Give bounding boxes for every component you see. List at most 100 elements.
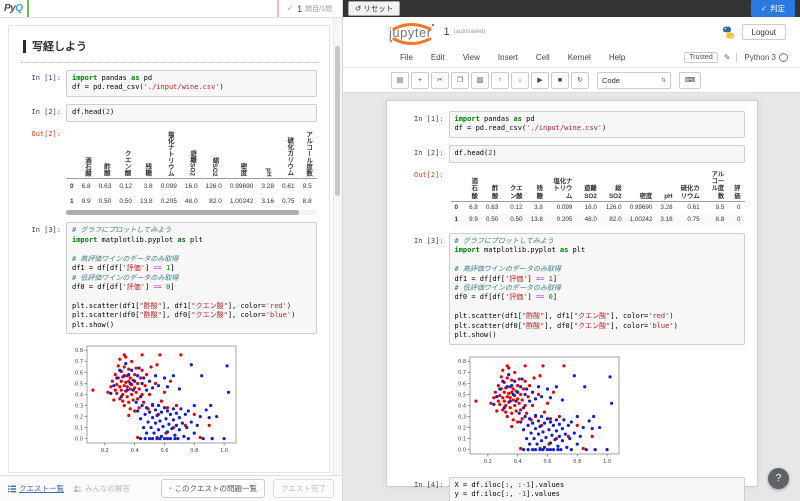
problem-list-button[interactable]: ▪ このクエストの問題一覧 [161, 479, 265, 498]
svg-text:0.6: 0.6 [458, 381, 466, 387]
everyones-answers-link[interactable]: みんなの解答 [73, 483, 130, 494]
plot-prompt-spacer [9, 341, 66, 459]
panel-scrollbar-thumb[interactable] [335, 46, 340, 196]
check-icon: ✓ [760, 4, 767, 13]
svg-text:0.6: 0.6 [543, 459, 551, 465]
table-row: 0 6.8 0.63 0.12 3.8 0.099 16.0 126.0 0.99690 3.28… [70, 183, 312, 191]
problem-list-label: このクエストの問題一覧 [174, 484, 258, 493]
svg-text:0.8: 0.8 [458, 359, 466, 365]
code-cell-3: # グラフにプロットしてみよう import matplotlib.pyplot … [66, 222, 317, 335]
pyq-logo[interactable]: PyQ [0, 3, 27, 14]
dataframe-output: 酒石酸 酢酸 クエン酸 残糖 塩化ナトリウム 遊離SO2 総SO2 密度 pH 硫化カリウム アルコ… [66, 128, 317, 216]
trusted-badge[interactable]: Trusted [684, 51, 718, 63]
notebook-title[interactable]: 1 [443, 26, 450, 38]
quest-topbar: PyQ ✓ 1 問目/1問 [0, 0, 342, 18]
jupyter-header: jupyter 1 (autosaved) Logout [343, 17, 800, 47]
dataframe: 酒石酸 酢酸 クエン酸 残糖 塩化ナトリウム 遊離SO2 総SO2 密度 pH 硫化カリウム アルコ… [450, 169, 745, 226]
list-icon [8, 485, 16, 492]
example-cell-2: In [2]: df.head(2) [9, 103, 317, 122]
table-row: 1 9.9 0.50 0.50 13.8 0.205 48.0 82.0 1.00242 3.16… [70, 198, 312, 206]
menu-view[interactable]: View [462, 52, 480, 62]
svg-text:0.4: 0.4 [458, 403, 466, 409]
svg-text:0.5: 0.5 [75, 381, 83, 387]
progress-indicator: ✓ 1 問目/1問 [279, 3, 342, 14]
save-icon[interactable]: ▤ [391, 71, 409, 89]
restart-kernel-icon[interactable]: ↻ [571, 71, 589, 89]
quest-complete-label: クエスト完了 [281, 484, 326, 493]
menu-kernel[interactable]: Kernel [567, 52, 591, 62]
menu-cell[interactable]: Cell [535, 52, 550, 62]
plot-prompt-spacer [387, 352, 449, 470]
bullet-icon: ▪ [169, 485, 172, 492]
svg-text:0.4: 0.4 [513, 459, 521, 465]
users-icon [73, 485, 82, 492]
scrollbar-thumb[interactable] [66, 210, 300, 216]
jupyter-menubar: File Edit View Insert Cell Kernel Help Trusted… [343, 47, 800, 68]
notebook-cell-4[interactable]: In [4]: X = df.iloc[:, :-1].values y = df… [387, 476, 745, 501]
pencil-icon: ✎ [723, 52, 731, 62]
reset-icon: ↺ [355, 4, 362, 13]
help-button[interactable]: ? [768, 468, 789, 489]
cut-cell-icon[interactable]: ✂ [431, 71, 449, 89]
exercise-topbar: ↺ リセット ✓ 判定 [343, 0, 800, 17]
copy-cell-icon[interactable]: ❐ [451, 71, 469, 89]
menu-insert[interactable]: Insert [497, 52, 518, 62]
menu-file[interactable]: File [400, 52, 413, 62]
footer-buttons: ▪ このクエストの問題一覧 クエスト完了 [161, 479, 334, 498]
svg-text:0.5: 0.5 [458, 392, 466, 398]
example-cell-3: In [3]: # グラフにプロットしてみよう import matplotlib… [9, 222, 317, 335]
check-icon: ✓ [286, 3, 295, 13]
example-plot-row: 0.2 0.4 0.6 0.8 1.0 0.0 0.1 0.2 0.3 0.4 0.5 0.6 0.7 0… [9, 341, 329, 459]
svg-text:0.8: 0.8 [573, 459, 581, 465]
svg-text:0.2: 0.2 [75, 415, 83, 421]
cell-type-select[interactable]: Code ⇅ [597, 71, 671, 89]
table-row: 0 6.8 0.63 0.12 3.8 0.099 16.0 126.0 0.99690 3.28… [454, 204, 741, 212]
reset-button[interactable]: ↺ リセット [348, 1, 401, 16]
pink-accent-divider [276, 0, 279, 17]
svg-text:0.4: 0.4 [75, 392, 83, 398]
code-cell-2[interactable]: df.head(2) [448, 144, 745, 163]
in1-prompt: In [1]: [413, 115, 444, 123]
code-cell-1[interactable]: import pandas as pd df = pd.read_csv('./i… [448, 111, 745, 138]
lesson-heading: 写経しよう [23, 38, 315, 54]
toolbar-buttons: ▤ + ✂ ❐ ▨ ↑ ↓ ▶ ■ ↻ [391, 71, 589, 89]
svg-text:0.1: 0.1 [75, 426, 83, 432]
scatter-plot: 0.2 0.4 0.6 0.8 1.0 0.0 0.1 0.2 0.3 0.4 0.5 0.6 0.7 0… [458, 356, 619, 465]
move-up-icon[interactable]: ↑ [491, 71, 509, 89]
code-cell-4[interactable]: X = df.iloc[:, :-1].values y = df.iloc[:,… [448, 476, 745, 501]
quest-complete-button[interactable]: クエスト完了 [273, 479, 334, 498]
table-horizontal-scrollbar[interactable] [66, 210, 317, 216]
notebook-cell-3[interactable]: In [3]: # グラフにプロットしてみよう import matplotlib… [387, 232, 745, 345]
move-down-icon[interactable]: ↓ [511, 71, 529, 89]
panel-scrollbar[interactable] [333, 18, 342, 475]
dataframe: 酒石酸 酢酸 クエン酸 残糖 塩化ナトリウム 遊離SO2 総SO2 密度 pH 硫化カリウム アルコ… [66, 128, 317, 210]
svg-text:0.4: 0.4 [131, 448, 139, 454]
reset-label: リセット [363, 4, 394, 13]
jupyter-logo[interactable]: jupyter [389, 22, 435, 45]
svg-text:0.8: 0.8 [190, 448, 198, 454]
lesson-card: 写経しよう In [1]: import pandas as pd df = pd… [8, 25, 330, 473]
code-cell-1: import pandas as pd df = pd.read_csv('./i… [66, 70, 317, 97]
notebook-cell-1[interactable]: In [1]: import pandas as pd df = pd.read_… [387, 111, 745, 138]
in4-prompt: In [4]: [413, 480, 444, 489]
menu-help[interactable]: Help [608, 52, 626, 62]
code-cell-3[interactable]: # グラフにプロットしてみよう import matplotlib.pyplot … [448, 232, 745, 345]
judge-button[interactable]: ✓ 判定 [750, 0, 795, 17]
jupyter-panel: ↺ リセット ✓ 判定 jupyter 1 (autosaved) [343, 0, 800, 501]
svg-text:0.7: 0.7 [458, 370, 466, 376]
svg-text:0.2: 0.2 [101, 448, 109, 454]
paste-cell-icon[interactable]: ▨ [471, 71, 489, 89]
quest-panel: PyQ ✓ 1 問目/1問 写経しよう In [1]: import panda… [0, 0, 343, 501]
keyboard-icon[interactable]: ⌨ [679, 71, 701, 89]
quest-list-link[interactable]: クエスト一覧 [8, 483, 64, 494]
stop-icon[interactable]: ■ [551, 71, 569, 89]
logout-button[interactable]: Logout [741, 24, 786, 40]
code-cell-2: df.head(2) [66, 103, 317, 122]
svg-text:0.1: 0.1 [458, 436, 466, 442]
out2-prompt: Out[2]: [31, 129, 61, 138]
menu-edit[interactable]: Edit [430, 52, 445, 62]
notebook-cell-2[interactable]: In [2]: df.head(2) [387, 144, 745, 163]
run-cell-icon[interactable]: ▶ [531, 71, 549, 89]
add-cell-icon[interactable]: + [411, 71, 429, 89]
